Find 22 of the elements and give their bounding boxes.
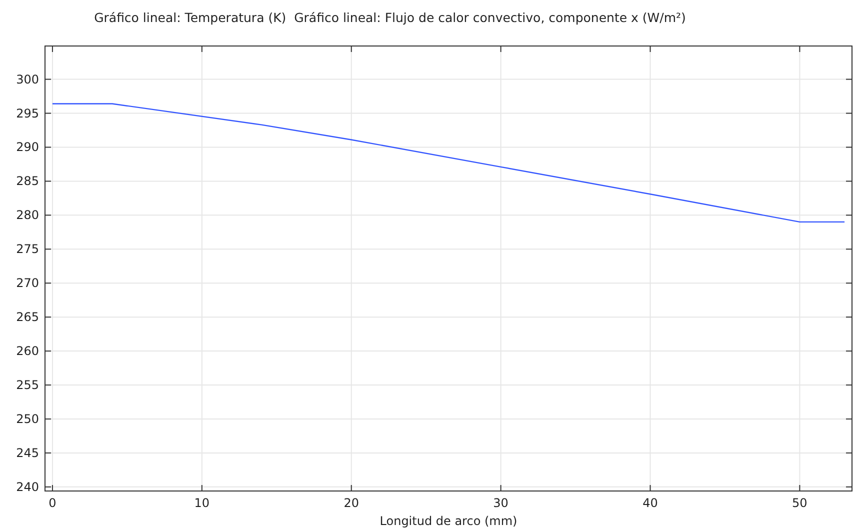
y-tick-label: 290 (16, 140, 39, 154)
x-tick-label: 40 (642, 496, 658, 510)
x-tick-label: 50 (792, 496, 808, 510)
x-tick-label: 30 (493, 496, 508, 510)
y-tick-label: 295 (16, 106, 39, 120)
y-tick-label: 270 (16, 276, 39, 290)
y-tick-label: 300 (16, 72, 39, 86)
x-tick-label: 0 (48, 496, 56, 510)
y-tick-label: 280 (16, 208, 39, 222)
chart-title: Gráfico lineal: Temperatura (K) Gráfico lineal: Flujo de calor convectivo, componente x (W/m²) (94, 10, 686, 25)
y-tick-label: 255 (16, 378, 39, 392)
y-tick-label: 240 (16, 480, 39, 494)
y-tick-label: 265 (16, 310, 39, 324)
line-series (52, 103, 846, 223)
y-tick-label: 260 (16, 344, 39, 358)
y-tick-label: 250 (16, 412, 39, 426)
y-tick-label: 245 (16, 446, 39, 460)
x-tick-label: 10 (194, 496, 210, 510)
y-tick-label: 285 (16, 174, 39, 188)
y-tick-label: 275 (16, 242, 39, 256)
x-tick-label: 20 (344, 496, 359, 510)
x-axis-title: Longitud de arco (mm) (380, 514, 518, 528)
